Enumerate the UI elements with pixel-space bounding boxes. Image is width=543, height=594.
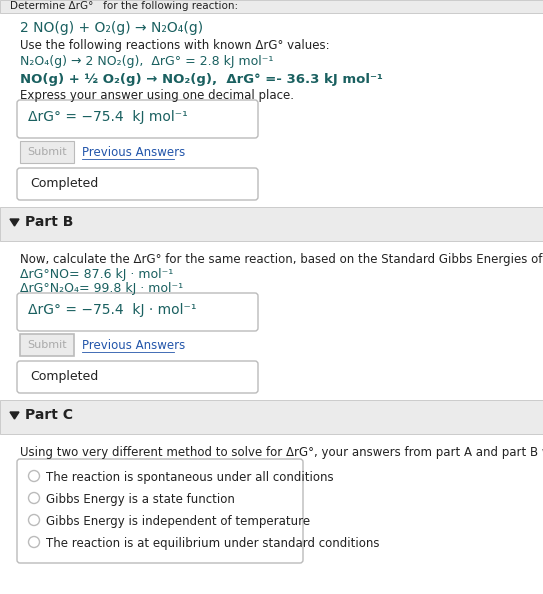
- FancyBboxPatch shape: [17, 168, 258, 200]
- Text: Completed: Completed: [30, 370, 98, 383]
- Text: N₂O₄(g) → 2 NO₂(g),  ΔrG° = 2.8 kJ mol⁻¹: N₂O₄(g) → 2 NO₂(g), ΔrG° = 2.8 kJ mol⁻¹: [20, 55, 273, 68]
- Bar: [0, 0, 543, 13]
- Text: Now, calculate the ΔrG° for the same reaction, based on the Standard Gibbs Energ: Now, calculate the ΔrG° for the same rea…: [20, 253, 543, 266]
- Text: ΔrG°N₂O₄= 99.8 kJ · mol⁻¹: ΔrG°N₂O₄= 99.8 kJ · mol⁻¹: [20, 282, 183, 295]
- Text: Determine ΔrG°   for the following reaction:: Determine ΔrG° for the following reactio…: [10, 1, 238, 11]
- Text: Gibbs Energy is a state function: Gibbs Energy is a state function: [46, 493, 235, 506]
- Text: ΔrG°NO= 87.6 kJ · mol⁻¹: ΔrG°NO= 87.6 kJ · mol⁻¹: [20, 268, 173, 281]
- Text: Completed: Completed: [30, 177, 98, 190]
- Text: Submit: Submit: [27, 340, 67, 350]
- Text: ΔrG° = −75.4  kJ · mol⁻¹: ΔrG° = −75.4 kJ · mol⁻¹: [28, 303, 197, 317]
- Bar: [20, 141, 74, 163]
- Circle shape: [28, 514, 40, 526]
- Bar: [0, 241, 543, 441]
- FancyBboxPatch shape: [17, 361, 258, 393]
- Text: Previous Answers: Previous Answers: [82, 339, 185, 352]
- FancyBboxPatch shape: [17, 293, 258, 331]
- Text: 2 NO(g) + O₂(g) → N₂O₄(g): 2 NO(g) + O₂(g) → N₂O₄(g): [20, 21, 203, 35]
- Text: NO(g) + ½ O₂(g) → NO₂(g),  ΔrG° =- 36.3 kJ mol⁻¹: NO(g) + ½ O₂(g) → NO₂(g), ΔrG° =- 36.3 k…: [20, 73, 383, 86]
- Bar: [0, 434, 543, 594]
- Text: ΔrG° = −75.4  kJ mol⁻¹: ΔrG° = −75.4 kJ mol⁻¹: [28, 110, 188, 124]
- FancyBboxPatch shape: [17, 459, 303, 563]
- Text: Use the following reactions with known ΔrG° values:: Use the following reactions with known Δ…: [20, 39, 330, 52]
- Text: Gibbs Energy is independent of temperature: Gibbs Energy is independent of temperatu…: [46, 515, 310, 528]
- Circle shape: [28, 536, 40, 548]
- Text: Express your answer using one decimal place.: Express your answer using one decimal pl…: [20, 89, 294, 102]
- Polygon shape: [10, 412, 19, 419]
- Text: Part B: Part B: [25, 215, 73, 229]
- Polygon shape: [10, 219, 19, 226]
- Text: Part C: Part C: [25, 408, 73, 422]
- Bar: [0, 207, 543, 241]
- Circle shape: [28, 492, 40, 504]
- Text: Previous Answers: Previous Answers: [82, 146, 185, 159]
- Text: Using two very different method to solve for ΔrG°, your answers from part A and : Using two very different method to solve…: [20, 446, 543, 459]
- Text: The reaction is at equilibrium under standard conditions: The reaction is at equilibrium under sta…: [46, 537, 380, 550]
- Circle shape: [28, 470, 40, 482]
- Bar: [0, 400, 543, 434]
- Bar: [20, 334, 74, 356]
- Text: Submit: Submit: [27, 147, 67, 157]
- FancyBboxPatch shape: [17, 100, 258, 138]
- Text: The reaction is spontaneous under all conditions: The reaction is spontaneous under all co…: [46, 471, 333, 484]
